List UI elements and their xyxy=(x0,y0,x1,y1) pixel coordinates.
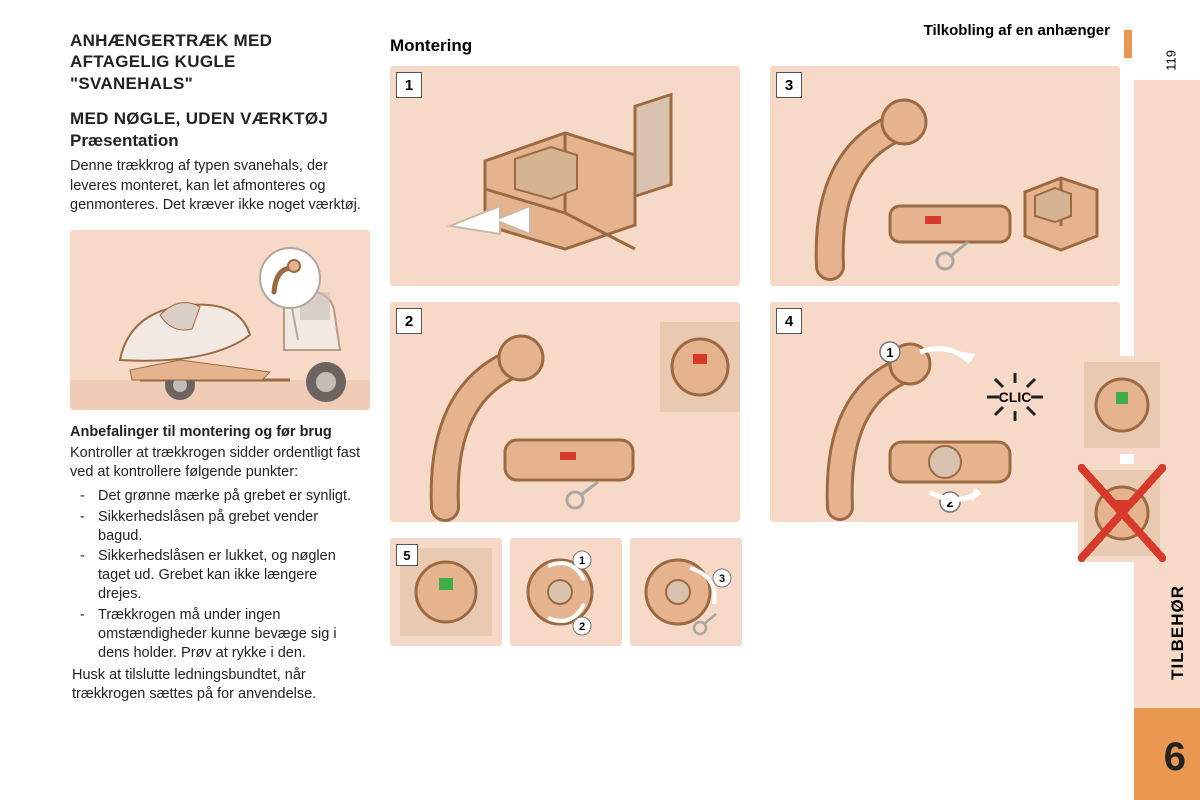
step-number: 5 xyxy=(396,544,418,566)
svg-text:1: 1 xyxy=(579,555,585,567)
step-5-row: 5 1 2 xyxy=(390,538,742,646)
indicator-panels xyxy=(1078,356,1166,562)
recommendations-intro: Kontroller at trækkrogen sidder ordentli… xyxy=(70,444,362,483)
step-number: 4 xyxy=(776,308,802,334)
step-number: 1 xyxy=(396,72,422,98)
page-root: ANHÆNGERTRÆK MED AFTAGELIG KUGLE "SVANEH… xyxy=(0,0,1200,800)
step-1-panel: 1 xyxy=(390,66,740,286)
bullet-item: Sikkerhedslåsen er lukket, og nøglen tag… xyxy=(70,547,362,604)
bullet-item: Trækkrogen må under ingen omstændigheder… xyxy=(70,606,362,663)
subtitle: Præsentation xyxy=(70,131,362,151)
footnote: Husk at tilslutte ledningsbundtet, når t… xyxy=(70,666,362,704)
indicator-red-panel xyxy=(1078,464,1166,562)
hero-illustration xyxy=(70,230,370,410)
step-5a-panel: 5 xyxy=(390,538,502,646)
svg-text:1: 1 xyxy=(886,345,893,360)
title-line2: AFTAGELIG KUGLE "SVANEHALS" xyxy=(70,52,236,92)
step-number: 3 xyxy=(776,72,802,98)
indicator-green-panel xyxy=(1078,356,1166,454)
step-2-panel: 2 xyxy=(390,302,740,522)
secondary-title: MED NØGLE, UDEN VÆRKTØJ xyxy=(70,108,362,129)
top-accent-tab xyxy=(1124,30,1132,58)
step-4-panel: 4 1 2 xyxy=(770,302,1120,522)
step-number: 2 xyxy=(396,308,422,334)
recommendations-list: Det grønne mærke på grebet er synligt. S… xyxy=(70,487,362,663)
svg-text:3: 3 xyxy=(719,573,725,585)
figures-heading: Montering xyxy=(390,36,1172,56)
svg-text:2: 2 xyxy=(579,621,585,633)
bullet-item: Sikkerhedslåsen på grebet vender bagud. xyxy=(70,508,362,546)
title-line1: ANHÆNGERTRÆK MED xyxy=(70,31,272,50)
main-title: ANHÆNGERTRÆK MED AFTAGELIG KUGLE "SVANEH… xyxy=(70,30,362,94)
intro-paragraph: Denne trækkrog af typen svanehals, der l… xyxy=(70,157,362,216)
svg-text:CLIC: CLIC xyxy=(999,389,1032,405)
text-column: ANHÆNGERTRÆK MED AFTAGELIG KUGLE "SVANEH… xyxy=(0,0,380,800)
recommendations-title: Anbefalinger til montering og før brug xyxy=(70,424,362,440)
bullet-item: Det grønne mærke på grebet er synligt. xyxy=(70,487,362,506)
figures-column: Tilkobling af en anhænger Montering 1 xyxy=(380,0,1200,800)
step-5b-panel: 1 2 xyxy=(510,538,622,646)
step-3-panel: 3 xyxy=(770,66,1120,286)
breadcrumb: Tilkobling af en anhænger xyxy=(924,22,1110,39)
step-grid: 1 3 xyxy=(390,66,1172,522)
step-5c-panel: 3 xyxy=(630,538,742,646)
